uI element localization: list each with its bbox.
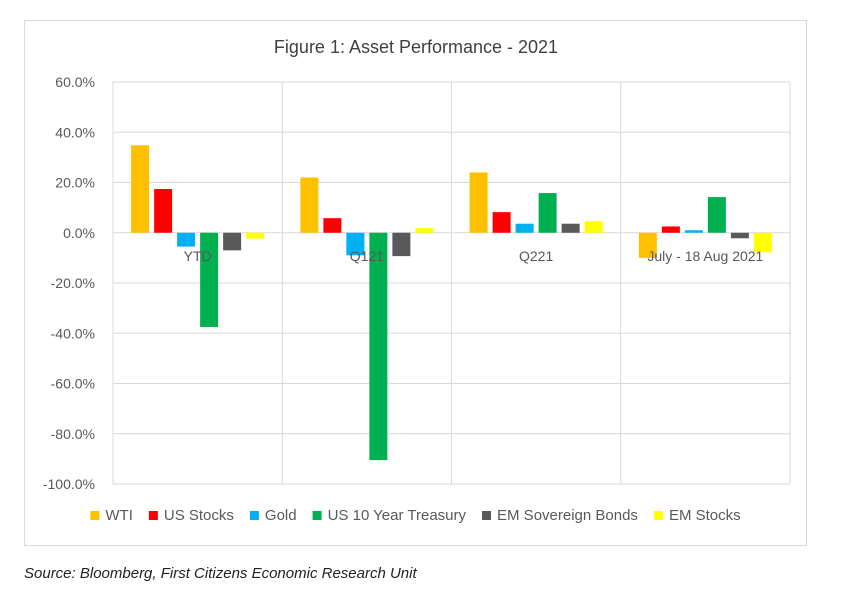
bar <box>369 232 388 461</box>
y-tick-label: -80.0% <box>51 426 95 442</box>
bar <box>246 232 265 239</box>
bar <box>753 232 772 253</box>
category-label: Q121 <box>350 248 384 264</box>
legend-swatch <box>148 511 158 520</box>
legend-label: WTI <box>105 507 133 524</box>
legend-label: US 10 Year Treasury <box>328 507 467 524</box>
bar <box>223 232 242 251</box>
bar <box>200 232 219 327</box>
bar <box>538 193 557 233</box>
bar <box>323 218 342 233</box>
y-tick-label: -40.0% <box>51 325 95 341</box>
bar <box>661 226 680 233</box>
y-tick-label: 40.0% <box>55 124 95 140</box>
legend-label: US Stocks <box>164 507 234 524</box>
bar <box>154 189 173 233</box>
axis: 60.0% 40.0% 20.0% 0.0% -20.0% -40.0% -60.0% -80… <box>43 74 764 492</box>
bar <box>730 232 749 239</box>
legend: WTI US Stocks Gold US 10 Year Treasury EM So… <box>90 507 741 524</box>
bar <box>392 232 411 257</box>
bar <box>131 145 150 233</box>
bar <box>515 223 534 233</box>
legend-swatch <box>482 511 492 520</box>
bars <box>131 145 772 461</box>
bar <box>561 223 580 233</box>
bar <box>638 232 657 258</box>
legend-swatch <box>249 511 259 520</box>
legend-label: Gold <box>265 507 297 524</box>
y-tick-label: -100.0% <box>43 476 95 492</box>
bar <box>584 221 603 233</box>
bar <box>684 230 703 233</box>
y-tick-label: 20.0% <box>55 175 95 191</box>
legend-swatch <box>90 511 100 520</box>
y-tick-label: -20.0% <box>51 275 95 291</box>
bar <box>415 228 434 233</box>
legend-label: EM Sovereign Bonds <box>497 507 638 524</box>
legend-swatch <box>312 511 322 520</box>
category-label: July - 18 Aug 2021 <box>647 248 763 264</box>
bar <box>300 177 319 233</box>
bar <box>492 212 511 233</box>
y-tick-label: -60.0% <box>51 376 95 392</box>
gridlines <box>112 81 791 485</box>
source-note: Source: Bloomberg, First Citizens Econom… <box>24 565 417 582</box>
legend-label: EM Stocks <box>669 507 741 524</box>
bar <box>707 197 726 233</box>
bar-chart: Figure 1: Asset Performance - 2021 60.0%… <box>43 37 791 524</box>
chart-title: Figure 1: Asset Performance - 2021 <box>274 37 558 57</box>
bar <box>469 172 488 233</box>
y-tick-label: 60.0% <box>55 74 95 90</box>
bar <box>177 232 196 247</box>
category-label: Q221 <box>519 248 553 264</box>
chart-frame: Figure 1: Asset Performance - 2021 60.0%… <box>24 20 807 546</box>
category-label: YTD <box>184 248 212 264</box>
bar <box>346 232 365 256</box>
legend-swatch <box>653 511 663 520</box>
y-tick-label: 0.0% <box>63 225 95 241</box>
